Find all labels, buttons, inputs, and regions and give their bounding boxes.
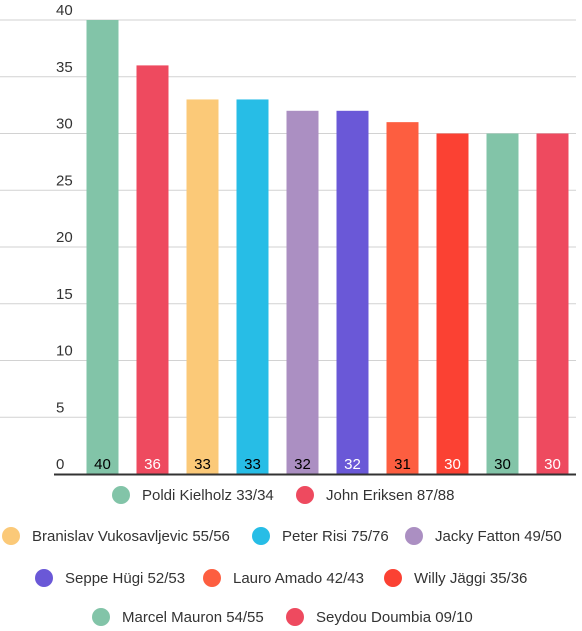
legend-item[interactable]: Seydou Doumbia 09/10	[286, 605, 473, 629]
bar[interactable]	[486, 133, 519, 475]
legend-item[interactable]: Lauro Amado 42/43	[203, 566, 364, 590]
bar-chart: 0 5 10 15 20 25 30 35 40 40 36 33 33 32 32 31 30 30 30	[0, 2, 576, 476]
legend-label: Seydou Doumbia 09/10	[316, 608, 473, 626]
y-tick-label: 30	[56, 116, 73, 133]
bar[interactable]	[436, 133, 469, 475]
bar[interactable]	[136, 65, 169, 475]
legend-item[interactable]: John Eriksen 87/88	[296, 483, 454, 507]
legend-row-2: Branislav Vukosavljevic 55/56 Peter Risi…	[0, 524, 582, 548]
legend-item[interactable]: Peter Risi 75/76	[252, 524, 389, 548]
bar-value-label: 30	[444, 456, 461, 473]
bar-value-label: 33	[244, 456, 261, 473]
legend-item[interactable]: Seppe Hügi 52/53	[35, 566, 185, 590]
legend-row-4: Marcel Mauron 54/55 Seydou Doumbia 09/10	[0, 605, 582, 629]
y-tick-label: 0	[56, 456, 64, 473]
legend-swatch	[296, 486, 314, 504]
bar[interactable]	[186, 99, 219, 474]
bar[interactable]	[236, 99, 269, 474]
y-tick-label: 35	[56, 59, 73, 76]
legend-swatch	[286, 608, 304, 626]
bar-value-label: 30	[494, 456, 511, 473]
legend-item[interactable]: Marcel Mauron 54/55	[92, 605, 264, 629]
legend-label: Lauro Amado 42/43	[233, 569, 364, 587]
legend-label: Willy Jäggi 35/36	[414, 569, 528, 587]
legend-item[interactable]: Willy Jäggi 35/36	[384, 566, 527, 590]
y-tick-label: 25	[56, 172, 73, 189]
legend-swatch	[203, 569, 221, 587]
legend-label: Marcel Mauron 54/55	[122, 608, 264, 626]
legend-item[interactable]: Jacky Fatton 49/50	[405, 524, 562, 548]
legend-swatch	[112, 486, 130, 504]
y-tick-label: 15	[56, 286, 73, 303]
legend-swatch	[2, 527, 20, 545]
bar-value-label: 40	[94, 456, 111, 473]
legend-label: Branislav Vukosavljevic 55/56	[32, 527, 230, 545]
bar-value-label: 30	[544, 456, 561, 473]
legend-swatch	[35, 569, 53, 587]
bar-value-label: 36	[144, 456, 161, 473]
legend-item[interactable]: Poldi Kielholz 33/34	[112, 483, 274, 507]
bar-value-label: 32	[344, 456, 361, 473]
y-axis-ticks: 0 5 10 15 20 25 30 35 40	[56, 2, 73, 473]
legend-label: Seppe Hügi 52/53	[65, 569, 186, 587]
legend-swatch	[405, 527, 423, 545]
legend-label: Peter Risi 75/76	[282, 527, 389, 545]
bar[interactable]	[286, 110, 319, 475]
value-labels: 40 36 33 33 32 32 31 30 30 30	[94, 456, 561, 473]
legend-swatch	[384, 569, 402, 587]
bar[interactable]	[536, 133, 569, 475]
legend-swatch	[252, 527, 270, 545]
y-tick-label: 5	[56, 399, 64, 416]
legend-row-1: Poldi Kielholz 33/34 John Eriksen 87/88	[0, 483, 582, 507]
bar[interactable]	[386, 122, 419, 475]
bar-value-label: 31	[394, 456, 411, 473]
y-tick-label: 40	[56, 2, 73, 19]
bar-value-label: 33	[194, 456, 211, 473]
bars	[86, 20, 569, 475]
legend-swatch	[92, 608, 110, 626]
bar[interactable]	[336, 110, 369, 475]
legend-label: John Eriksen 87/88	[326, 486, 455, 504]
legend-item[interactable]: Branislav Vukosavljevic 55/56	[2, 524, 230, 548]
legend-label: Poldi Kielholz 33/34	[142, 486, 274, 504]
y-tick-label: 10	[56, 343, 73, 360]
bar[interactable]	[86, 20, 119, 474]
legend-label: Jacky Fatton 49/50	[435, 527, 562, 545]
bar-value-label: 32	[294, 456, 311, 473]
legend-row-3: Seppe Hügi 52/53 Lauro Amado 42/43 Willy…	[0, 566, 582, 590]
y-tick-label: 20	[56, 229, 73, 246]
